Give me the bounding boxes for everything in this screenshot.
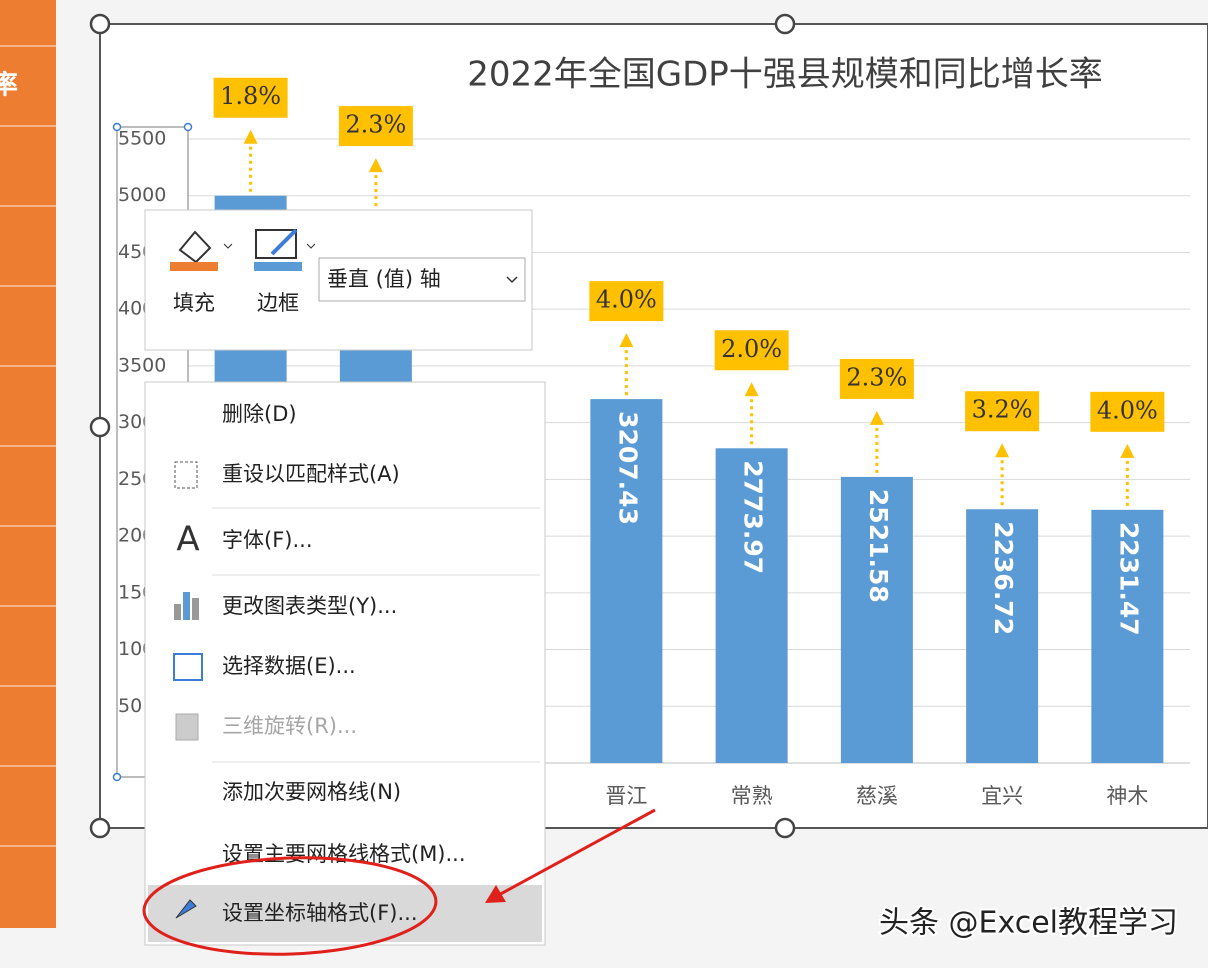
menu-item[interactable]: 重设以匹配样式(A) <box>222 462 400 486</box>
toolbar-border[interactable]: 边框 <box>257 291 299 315</box>
menu-highlight <box>148 885 542 942</box>
axis-format-icon <box>175 899 197 919</box>
x-tick-label: 宜兴 <box>981 784 1023 808</box>
y-tick-label: 3500 <box>118 354 166 376</box>
element-dropdown[interactable] <box>318 257 526 302</box>
watermark: 头条 @Excel教程学习 <box>879 906 1178 941</box>
menu-item[interactable]: 添加次要网格线(N) <box>222 780 401 804</box>
menu-item[interactable]: 删除(D) <box>222 402 297 426</box>
growth-box <box>589 281 664 322</box>
menu-item[interactable]: 设置坐标轴格式(F)... <box>222 901 418 925</box>
pen-icon <box>270 228 298 256</box>
bar-value-label: 2773.97 <box>739 460 768 574</box>
bar <box>840 476 913 763</box>
y-tick-label: 5000 <box>118 184 166 206</box>
x-tick-label: 晋江 <box>605 784 647 808</box>
growth-box <box>213 77 288 118</box>
growth-arrow-head <box>869 410 884 425</box>
growth-label: 2.0% <box>721 335 782 363</box>
sidebar-lines <box>0 45 56 847</box>
fill-swatch <box>170 262 218 271</box>
menu-item[interactable]: 更改图表类型(Y)... <box>222 594 397 618</box>
growth-box <box>839 358 914 399</box>
mini-toolbar: 填充 边框 垂直 (值) 轴 <box>144 209 533 351</box>
bar <box>590 399 663 763</box>
x-tick-label: 常熟 <box>731 784 773 808</box>
x-tick-label: 慈溪 <box>856 784 898 808</box>
data-icon <box>173 653 203 681</box>
growth-label: 2.3% <box>345 111 406 139</box>
sidebar <box>0 0 56 928</box>
bar-value-label: 2231.47 <box>1114 522 1143 636</box>
axis-handles <box>112 122 193 782</box>
growth-label: 4.0% <box>596 286 657 314</box>
fill-caret[interactable] <box>223 243 233 249</box>
x-tick-label: 神木 <box>1106 784 1148 808</box>
bar-value-label: 2521.58 <box>864 489 893 603</box>
y-tick-label: 50 <box>118 695 142 717</box>
menu-item[interactable]: 字体(F)... <box>222 528 313 552</box>
bar <box>715 448 788 763</box>
context-menu: A 删除(D) 重设以匹配样式(A) 字体(F)... 更改图表类型(Y)... 选择数… <box>144 381 546 946</box>
border-caret[interactable] <box>306 243 316 249</box>
growth-arrow-head <box>368 158 383 173</box>
growth-arrow-head <box>995 443 1010 458</box>
border-swatch <box>254 262 302 271</box>
fill-icon[interactable] <box>178 230 212 264</box>
menu-item[interactable]: 设置主要网格线格式(M)... <box>222 842 466 866</box>
growth-label: 1.8% <box>220 82 281 110</box>
red-circle <box>142 856 438 956</box>
bar-value-label: 3207.43 <box>613 411 642 525</box>
growth-label: 4.0% <box>1097 396 1158 424</box>
growth-label: 3.2% <box>972 396 1033 424</box>
bar-value-label: 2236.72 <box>989 521 1018 635</box>
growth-box <box>338 106 413 147</box>
menu-panel <box>144 381 546 946</box>
rotate-icon <box>175 713 199 741</box>
red-arrow-head <box>485 885 506 903</box>
sidebar-label: 率 <box>0 70 18 101</box>
growth-arrow-head <box>1120 443 1135 458</box>
growth-arrow-head <box>243 129 258 144</box>
growth-arrow-head <box>619 333 634 348</box>
dropdown-text[interactable]: 垂直 (值) 轴 <box>327 267 441 291</box>
growth-box <box>965 391 1040 432</box>
y-tick-label: 5500 <box>118 128 166 150</box>
menu-item: 三维旋转(R)... <box>222 714 357 738</box>
growth-box <box>714 330 789 371</box>
reset-icon <box>174 461 198 489</box>
dropdown-caret[interactable] <box>506 276 518 284</box>
growth-arrow-head <box>744 382 759 397</box>
chart-title: 2022年全国GDP十强县规模和同比增长率 <box>467 55 1103 95</box>
growth-label: 2.3% <box>846 363 907 391</box>
border-icon[interactable] <box>255 229 297 259</box>
font-icon: A <box>176 520 199 560</box>
toolbar-fill[interactable]: 填充 <box>173 291 215 315</box>
chart-type-icon <box>174 592 199 620</box>
growth-box <box>1090 391 1165 432</box>
red-arrow <box>494 808 656 899</box>
menu-item[interactable]: 选择数据(E)... <box>222 654 356 678</box>
menu-separators <box>212 507 540 763</box>
chart-handles <box>89 13 796 839</box>
bar <box>966 509 1039 763</box>
bar <box>1091 509 1164 763</box>
